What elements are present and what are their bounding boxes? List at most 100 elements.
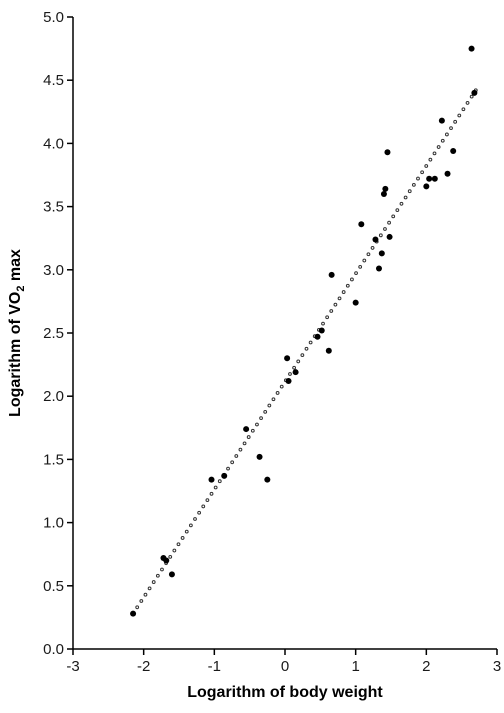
data-point — [163, 557, 170, 564]
fit-line-dot — [226, 466, 230, 471]
fit-line-dot — [350, 277, 354, 282]
fit-line-dot — [296, 359, 301, 364]
data-point — [243, 426, 250, 433]
fit-line-dot — [341, 290, 346, 294]
fit-line-dot — [436, 145, 441, 149]
fit-line-dot — [259, 416, 263, 421]
fit-line-dot — [395, 208, 400, 213]
y-tick-label: 0.5 — [43, 578, 64, 595]
fit-line-dot — [378, 233, 383, 238]
fit-line-dot — [366, 252, 371, 257]
fit-line-dot — [271, 397, 276, 402]
x-tick-label: 0 — [281, 658, 289, 675]
fit-line-dot — [217, 479, 222, 484]
x-tick-label: -2 — [137, 658, 150, 675]
fit-line-dot — [420, 170, 425, 175]
y-axis-ticks: 0.0 0.5 1.0 1.5 2.0 2.5 3.0 3.5 4.0 4.5 5.0 — [43, 9, 73, 658]
fit-line-dot — [465, 101, 470, 105]
data-point — [372, 236, 379, 243]
fit-line-dot — [292, 365, 297, 370]
fit-line-dot — [143, 592, 148, 597]
fit-line-dot — [160, 567, 164, 572]
data-point — [431, 175, 438, 182]
fit-line-dot — [230, 460, 235, 465]
fit-line-dot — [403, 195, 408, 200]
fit-line-dot — [263, 409, 268, 414]
fit-line-dot — [411, 182, 416, 187]
x-tick-label: -1 — [208, 658, 221, 675]
fit-line-dot — [308, 340, 313, 345]
data-point — [292, 369, 299, 376]
y-tick-label: 1.5 — [43, 451, 64, 468]
x-tick-label: -3 — [66, 658, 79, 675]
data-point — [380, 190, 387, 197]
fit-line-dot — [193, 517, 197, 521]
fit-line-dot — [238, 447, 243, 452]
data-point — [264, 476, 271, 483]
x-axis-title: Logarithm of body weight — [187, 684, 383, 701]
y-tick-label: 0.0 — [43, 641, 64, 658]
data-point — [328, 271, 335, 278]
fit-line-dot — [362, 258, 367, 263]
data-point — [426, 175, 433, 182]
fit-line-dot — [345, 283, 350, 288]
fit-line-dot — [370, 246, 375, 250]
data-point — [386, 233, 393, 240]
fit-line-dot — [275, 391, 280, 395]
fit-line-dot — [387, 220, 391, 225]
fit-line-dot — [457, 113, 462, 118]
y-tick-label: 5.0 — [43, 9, 64, 26]
fit-line-dot — [213, 485, 218, 490]
fit-line-dot — [184, 529, 189, 534]
axes — [72, 17, 497, 650]
fit-line-dot — [267, 403, 272, 408]
fit-line-dot — [407, 189, 412, 194]
data-point — [468, 45, 475, 52]
fit-line-dot — [416, 176, 420, 181]
fit-line-dot — [424, 164, 429, 168]
fit-line-dot — [209, 491, 214, 496]
x-axis-ticks: -3 -2 -1 0 1 2 3 — [66, 649, 501, 675]
fit-line-dot — [234, 454, 239, 458]
fit-line-dot — [205, 498, 210, 503]
data-point — [384, 149, 391, 156]
regression-line — [131, 88, 478, 616]
fit-line-dot — [325, 315, 330, 320]
data-point — [382, 185, 389, 192]
data-point — [444, 170, 451, 177]
fit-line-dot — [197, 510, 202, 515]
data-point — [285, 378, 292, 385]
y-axis-title-suffix: max — [7, 249, 24, 286]
y-axis-title-main: Logarithm of VO — [7, 292, 24, 417]
y-tick-label: 3.5 — [43, 199, 64, 216]
fit-line-dot — [135, 605, 140, 610]
data-point — [130, 610, 137, 617]
fit-line-dot — [288, 372, 292, 376]
data-point — [471, 89, 478, 96]
fit-line-dot — [180, 536, 185, 540]
data-point — [168, 571, 175, 578]
fit-line-dot — [176, 542, 181, 547]
fit-line-dot — [432, 151, 437, 156]
y-tick-label: 1.0 — [43, 515, 64, 532]
data-point — [375, 265, 382, 272]
fit-line-dot — [172, 548, 177, 553]
fit-line-dot — [358, 264, 363, 269]
fit-line-dot — [469, 94, 474, 99]
data-point — [318, 327, 325, 334]
fit-line-dot — [151, 580, 156, 584]
fit-line-dot — [399, 201, 404, 206]
data-point — [221, 472, 228, 479]
fit-line-dot — [255, 422, 259, 427]
data-point — [352, 299, 359, 306]
fit-line-dot — [300, 353, 305, 358]
data-point — [284, 355, 291, 362]
fit-line-dot — [461, 107, 466, 112]
fit-line-dot — [155, 573, 160, 578]
data-point — [358, 221, 365, 228]
fit-line-dot — [246, 435, 251, 439]
fit-line-dot — [428, 157, 433, 162]
data-point — [256, 453, 263, 460]
fit-line-dot — [139, 599, 144, 603]
y-axis-title-subscript: 2 — [15, 286, 27, 292]
